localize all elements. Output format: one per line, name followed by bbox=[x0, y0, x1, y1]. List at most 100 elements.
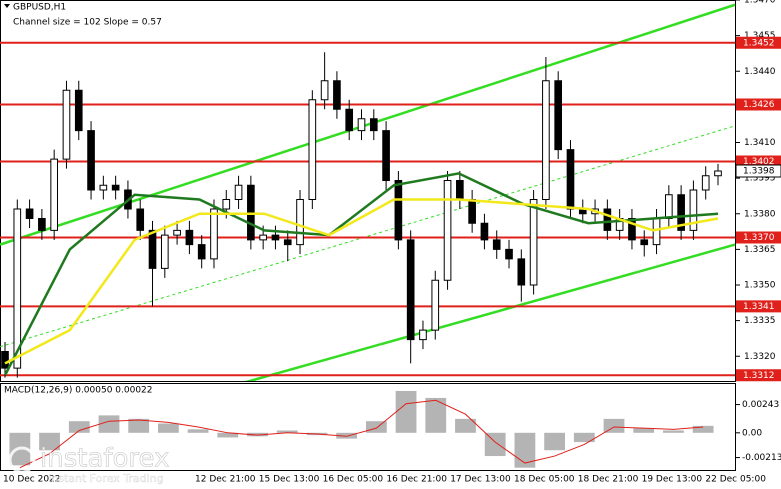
y-tick-label: 1.3455 bbox=[744, 31, 776, 41]
moving-average bbox=[4, 198, 719, 365]
candle-body bbox=[554, 80, 563, 151]
candle-body bbox=[529, 199, 538, 286]
x-tick-label: 15 Dec 13:00 bbox=[259, 475, 320, 485]
x-tick-label: 12 Dec 21:00 bbox=[195, 475, 256, 485]
candle-body bbox=[87, 130, 95, 191]
candle-body bbox=[259, 234, 267, 241]
x-tick-label: 16 Dec 05:00 bbox=[323, 475, 384, 485]
candle-body bbox=[148, 229, 157, 269]
candle-body bbox=[136, 208, 145, 231]
candle-body bbox=[492, 239, 501, 250]
candle-body bbox=[271, 234, 280, 241]
watermark-tagline: Instant Forex Trading bbox=[48, 472, 164, 485]
candle-body bbox=[173, 229, 181, 236]
macd-bar bbox=[633, 428, 655, 433]
channel-line bbox=[245, 243, 735, 381]
candle-body bbox=[234, 184, 243, 200]
candle-body bbox=[50, 158, 58, 231]
macd-bar bbox=[573, 432, 595, 443]
candle-body bbox=[197, 244, 206, 260]
channel-line bbox=[0, 125, 735, 348]
x-tick-label: 16 Dec 21:00 bbox=[386, 475, 447, 485]
chart-title: GBPUSD,H1 bbox=[13, 3, 66, 13]
candle-body bbox=[603, 208, 612, 231]
y-tick-label: -0.00213 bbox=[742, 453, 781, 463]
level-label: 1.3341 bbox=[743, 302, 775, 312]
candle-body bbox=[369, 118, 378, 132]
level-label-box bbox=[736, 36, 781, 49]
y-tick-label: 1.3470 bbox=[744, 0, 776, 6]
x-tick-label: 18 Dec 21:00 bbox=[578, 475, 639, 485]
candle-body bbox=[542, 80, 550, 200]
candle-body bbox=[185, 229, 194, 246]
candle-body bbox=[382, 130, 390, 181]
last-price-box bbox=[735, 164, 781, 178]
chart-subtitle: Channel size = 102 Slope = 0.57 bbox=[13, 18, 162, 28]
macd-bar bbox=[663, 430, 684, 433]
macd-bar bbox=[425, 397, 447, 433]
candle-body bbox=[701, 175, 710, 191]
candle-body bbox=[665, 194, 673, 219]
price-panel bbox=[0, 0, 736, 382]
candle-body bbox=[210, 208, 218, 260]
watermark-brand: instaforex bbox=[40, 444, 169, 474]
candle-body bbox=[160, 234, 169, 269]
candle-body bbox=[566, 149, 575, 210]
last-price-label: 1.3398 bbox=[743, 167, 775, 177]
macd-bar bbox=[276, 430, 298, 433]
level-label: 1.3402 bbox=[743, 157, 775, 167]
y-tick-label: 1.3350 bbox=[744, 281, 776, 291]
x-tick-label: 17 Dec 13:00 bbox=[450, 475, 511, 485]
candle-body bbox=[357, 118, 366, 132]
candle-body bbox=[394, 180, 403, 241]
moving-average bbox=[3, 172, 719, 376]
candle-body bbox=[431, 279, 440, 331]
candle-body bbox=[25, 208, 34, 219]
macd-title: MACD(12,26,9) 0.00050 0.00022 bbox=[4, 386, 153, 396]
candle-body bbox=[517, 258, 526, 286]
y-tick-label: 1.3395 bbox=[744, 174, 776, 184]
candle-body bbox=[505, 248, 513, 260]
candle-body bbox=[345, 108, 354, 132]
macd-bar bbox=[187, 429, 209, 433]
candle-body bbox=[714, 170, 722, 177]
level-label: 1.3312 bbox=[743, 371, 775, 381]
macd-bar bbox=[68, 421, 90, 433]
level-label: 1.3452 bbox=[743, 38, 775, 48]
x-tick-label: 18 Dec 05:00 bbox=[514, 475, 575, 485]
level-label-box bbox=[736, 369, 781, 382]
candle-body bbox=[468, 199, 476, 224]
signal-line bbox=[19, 399, 704, 469]
candle-body bbox=[308, 99, 317, 200]
y-tick-label: 1.3440 bbox=[744, 67, 776, 77]
candle-body bbox=[419, 329, 427, 341]
candle-body bbox=[333, 80, 341, 110]
candle-body bbox=[296, 199, 304, 246]
candle-body bbox=[689, 189, 698, 231]
macd-bar bbox=[484, 432, 506, 457]
y-tick-label: 1.3335 bbox=[744, 316, 776, 326]
x-tick-label: 22 Dec 05:00 bbox=[705, 475, 766, 485]
channel-line bbox=[0, 3, 735, 246]
macd-bar bbox=[603, 418, 625, 433]
macd-bar bbox=[247, 432, 268, 437]
y-tick-label: 0.00243 bbox=[742, 400, 779, 410]
macd-bar bbox=[395, 390, 417, 433]
macd-bar bbox=[336, 432, 358, 439]
candle-body bbox=[99, 184, 108, 191]
level-label-box bbox=[736, 231, 781, 244]
x-tick-label: 19 Dec 13:00 bbox=[642, 475, 703, 485]
macd-bar bbox=[544, 432, 566, 451]
watermark: instaforex Instant Forex Trading bbox=[8, 443, 170, 485]
candle-body bbox=[62, 89, 71, 160]
macd-bar bbox=[157, 423, 179, 433]
y-tick-label: 1.3380 bbox=[744, 209, 776, 219]
y-tick-label: 1.3410 bbox=[744, 138, 776, 148]
candle-body bbox=[443, 180, 452, 281]
candle-body bbox=[74, 89, 83, 132]
macd-bar bbox=[455, 418, 476, 433]
macd-bar bbox=[128, 418, 150, 433]
macd-bar bbox=[217, 432, 239, 438]
y-tick-label: 0.00 bbox=[742, 428, 762, 438]
